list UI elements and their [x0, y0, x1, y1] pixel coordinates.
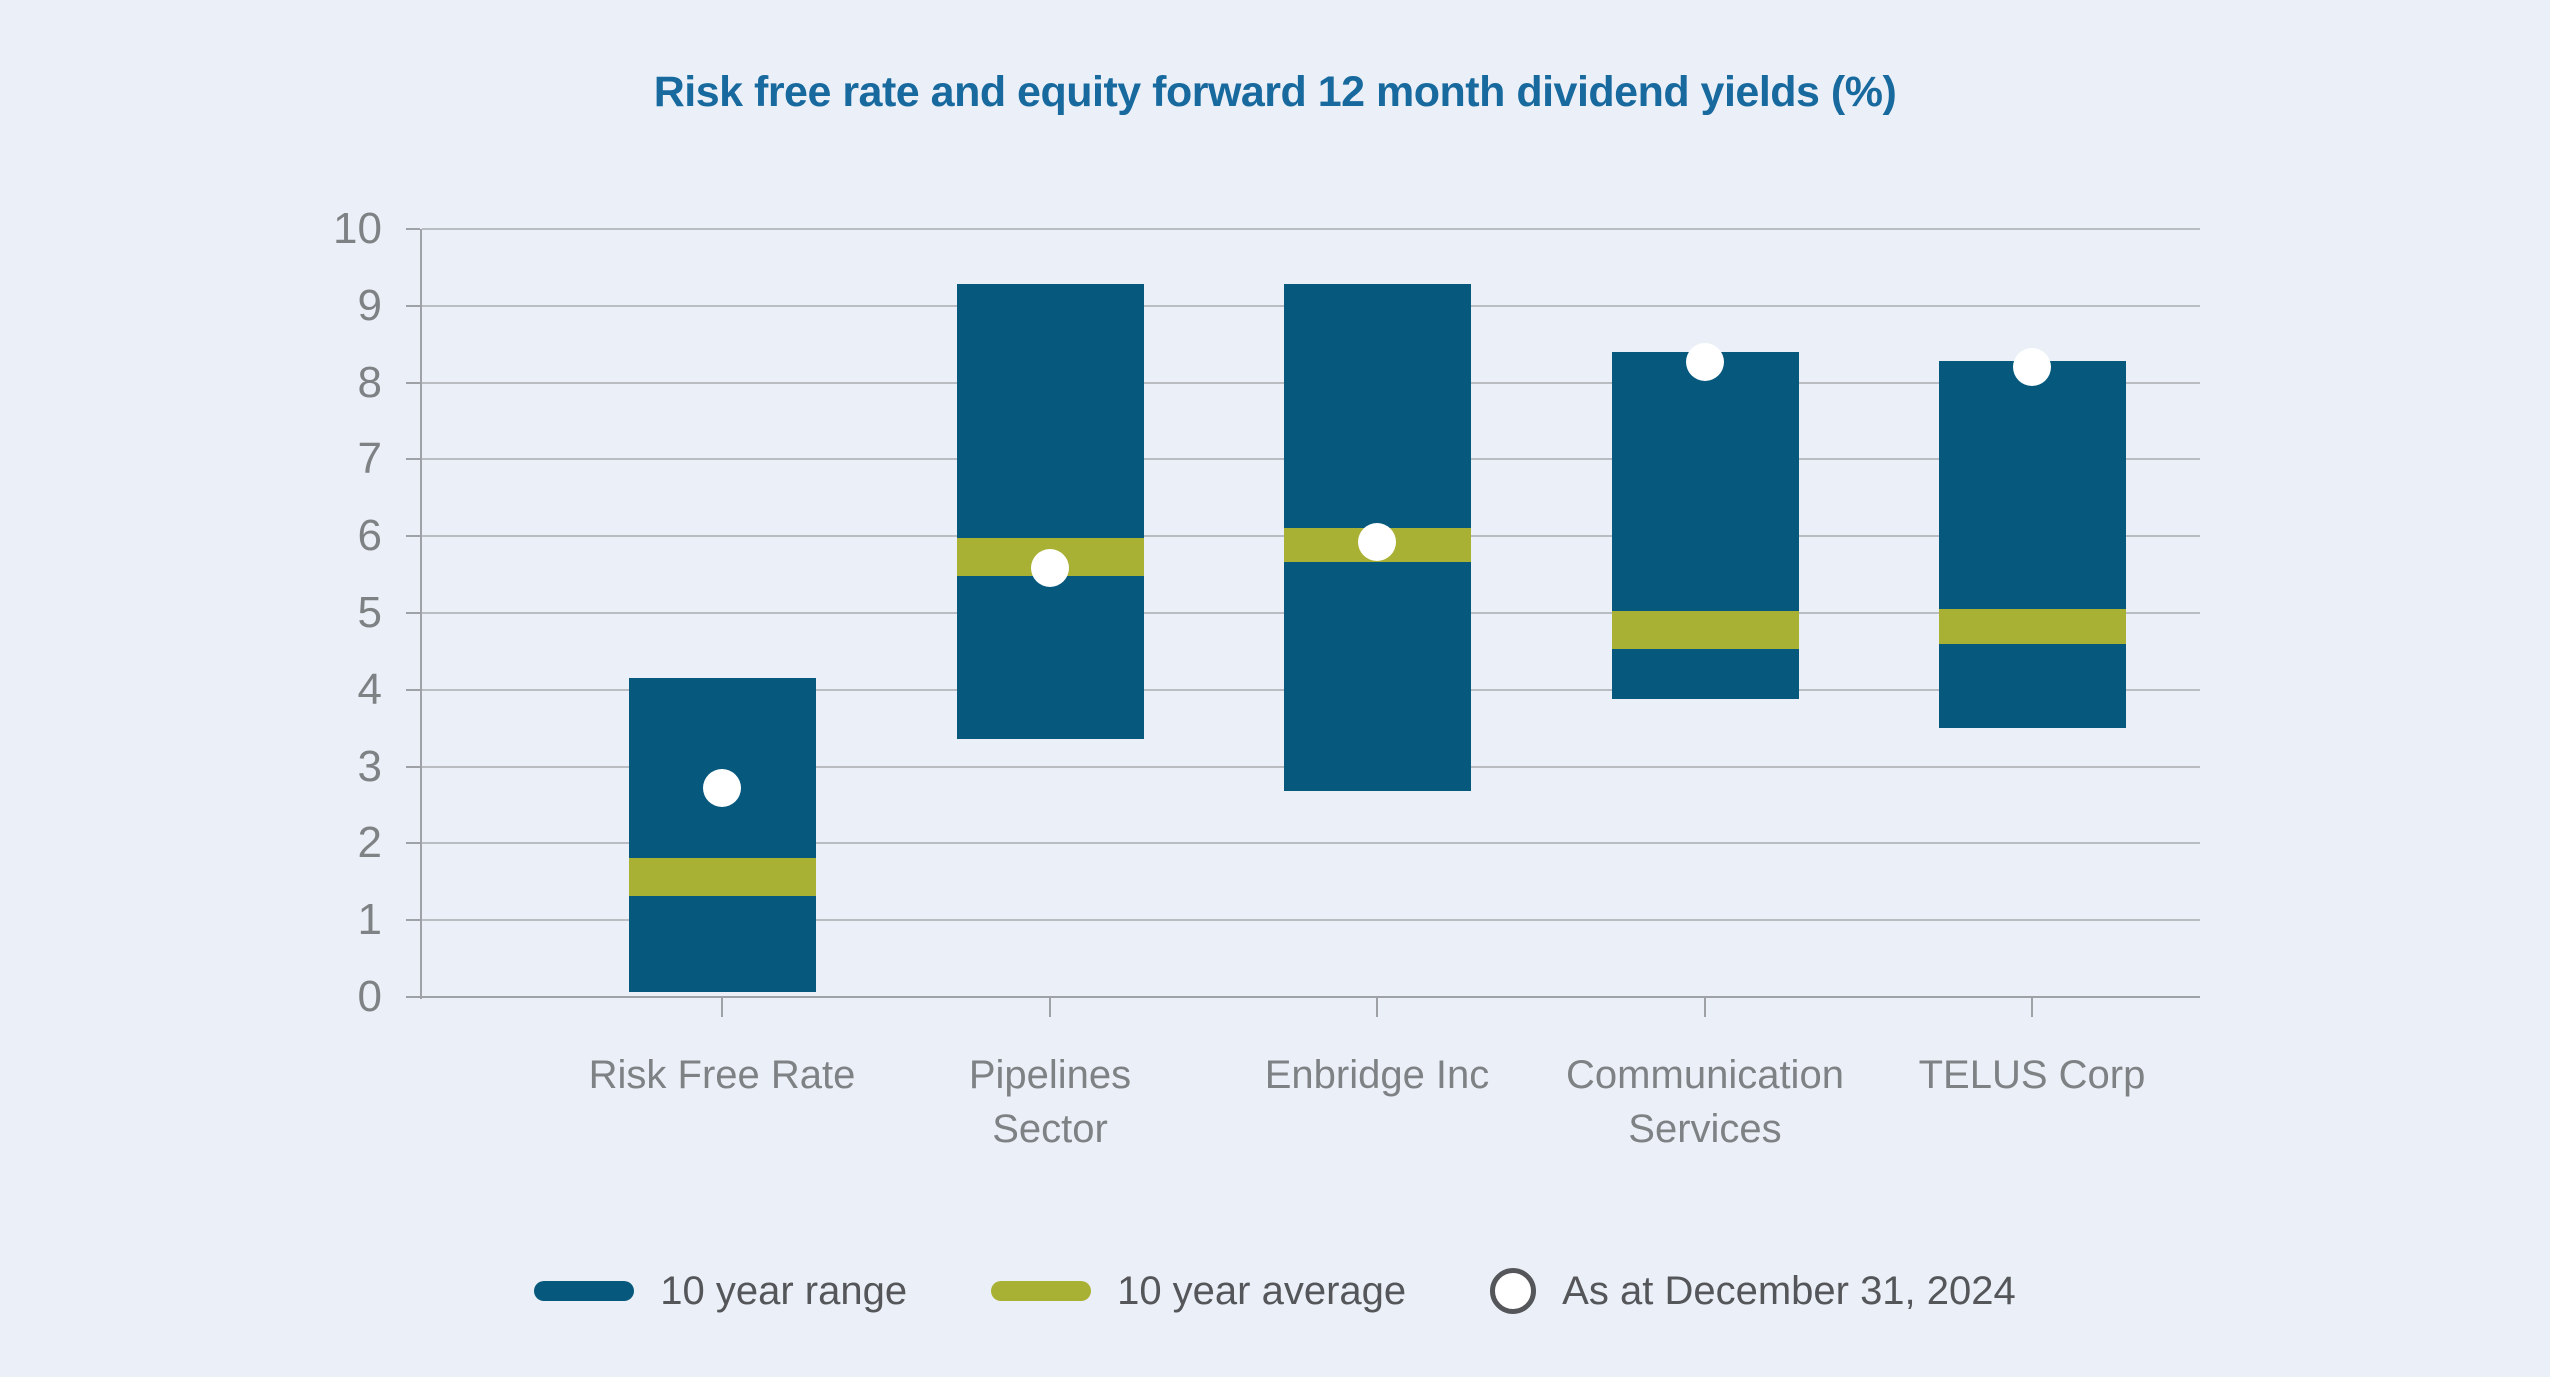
x-axis-tick [2031, 997, 2033, 1017]
legend-label: As at December 31, 2024 [1562, 1268, 2016, 1313]
y-axis-label: 10 [333, 204, 382, 253]
y-axis-tick [406, 688, 420, 691]
y-axis-label: 0 [357, 972, 382, 1021]
range-bar [628, 678, 816, 992]
range-line-swatch [534, 1281, 635, 1301]
average-band [1938, 609, 2126, 644]
range-bar [1938, 361, 2126, 729]
x-axis-tick [721, 997, 723, 1017]
current-dot [1686, 342, 1724, 381]
current-dot [1031, 549, 1069, 588]
legend-item-average: 10 year average [991, 1269, 1406, 1314]
y-axis-label: 9 [357, 280, 382, 330]
current-dot [1358, 522, 1396, 561]
average-line-swatch [991, 1281, 1092, 1301]
y-axis-tick [406, 381, 420, 384]
y-axis-tick [406, 996, 420, 998]
y-axis-tick [406, 304, 420, 307]
legend: 10 year range 10 year average As at Dece… [0, 1268, 2550, 1314]
x-axis-label: Communication Services [1566, 1053, 1844, 1151]
legend-label: 10 year average [1117, 1268, 1407, 1313]
y-axis-tick [406, 458, 420, 461]
y-axis-tick [406, 612, 420, 614]
y-axis-label: 3 [357, 741, 382, 791]
average-band [1611, 611, 1799, 650]
current-dot [703, 769, 741, 808]
y-axis-line [420, 229, 422, 999]
range-bar [956, 284, 1144, 739]
y-axis-label: 1 [357, 895, 382, 945]
y-axis-tick [406, 842, 420, 845]
x-axis-tick [1049, 997, 1051, 1017]
gridline-10 [422, 228, 2200, 230]
x-axis-label: Pipelines Sector [968, 1053, 1132, 1151]
x-axis-tick [1704, 997, 1706, 1017]
y-axis-tick [406, 919, 420, 922]
y-axis-label: 4 [357, 664, 382, 714]
x-axis-label: Enbridge Inc [1264, 1053, 1490, 1097]
y-axis-tick [406, 228, 420, 230]
y-axis-tick [406, 765, 420, 768]
gridline-1 [422, 919, 2200, 922]
gridline-2 [422, 842, 2200, 845]
current-circle-swatch [1490, 1268, 1537, 1314]
current-dot [2013, 348, 2051, 387]
legend-item-current: As at December 31, 2024 [1490, 1268, 2016, 1314]
y-axis-label: 2 [357, 818, 382, 868]
plot-area: 0 1 2 3 4 5 6 7 8 9 10 [333, 204, 2200, 1021]
legend-item-range: 10 year range [534, 1269, 907, 1314]
chart-title: Risk free rate and equity forward 12 mon… [653, 68, 1897, 116]
y-axis-label: 8 [357, 357, 382, 407]
x-axis-label: TELUS Corp [1918, 1053, 2146, 1097]
y-axis-tick [406, 535, 420, 538]
x-axis-label: Risk Free Rate [588, 1053, 856, 1097]
legend-label: 10 year range [660, 1268, 908, 1313]
y-axis-label: 6 [357, 511, 382, 561]
y-axis-label: 5 [357, 588, 382, 637]
x-axis-tick [1376, 997, 1378, 1017]
y-axis-label: 7 [357, 434, 382, 484]
gridline-0 [422, 996, 2200, 998]
average-band [628, 857, 816, 896]
